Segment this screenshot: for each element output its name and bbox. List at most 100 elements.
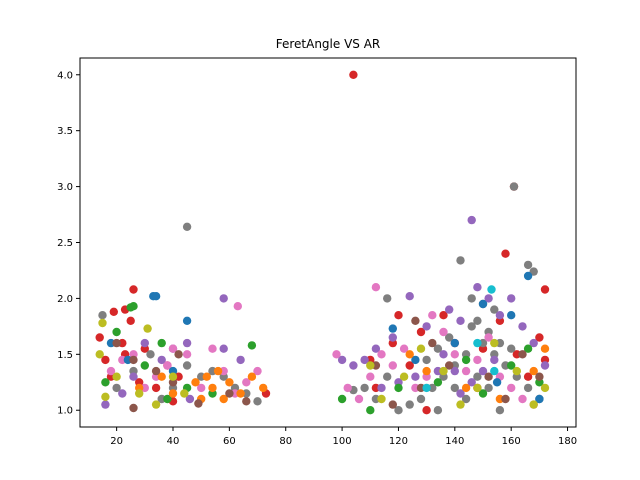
data-point <box>182 361 192 370</box>
data-point <box>535 394 544 404</box>
data-point <box>101 378 110 387</box>
data-point <box>332 350 341 359</box>
data-point <box>461 366 471 376</box>
data-point <box>411 316 420 325</box>
data-point <box>394 311 403 320</box>
data-point <box>473 316 482 325</box>
data-point <box>439 311 448 320</box>
data-point <box>473 283 482 292</box>
data-point <box>208 383 217 393</box>
y-tick-label: 2.5 <box>57 238 73 249</box>
data-point <box>518 322 527 331</box>
data-point <box>445 305 454 314</box>
data-point <box>208 344 217 353</box>
x-tick-label: 80 <box>279 436 292 447</box>
data-point <box>478 389 488 398</box>
data-point <box>168 389 178 398</box>
data-point <box>360 355 369 365</box>
data-point <box>242 378 251 387</box>
data-point <box>185 394 195 404</box>
data-point <box>168 344 178 353</box>
y-tick-label: 1.0 <box>57 406 73 417</box>
data-point <box>422 406 431 415</box>
data-point <box>366 361 375 370</box>
data-point <box>112 327 121 337</box>
x-tick-label: 120 <box>389 436 408 447</box>
data-point <box>259 383 268 393</box>
data-point <box>377 394 386 404</box>
y-tick-label: 3.0 <box>57 182 73 193</box>
data-point <box>523 260 533 270</box>
data-point <box>219 294 228 303</box>
data-point <box>422 355 431 365</box>
data-point <box>337 355 347 365</box>
data-point <box>180 389 189 398</box>
data-point <box>371 344 381 353</box>
data-point <box>535 372 544 381</box>
data-point <box>383 294 392 303</box>
data-point <box>428 338 437 348</box>
data-point <box>143 324 152 333</box>
data-point <box>523 344 533 353</box>
data-point <box>507 344 516 353</box>
data-point <box>492 378 502 387</box>
data-point <box>529 338 538 348</box>
data-point <box>473 338 482 348</box>
data-point <box>445 333 454 342</box>
data-point <box>507 294 516 303</box>
data-point <box>540 285 550 294</box>
data-point <box>140 338 149 348</box>
data-points <box>95 70 550 415</box>
x-tick-label: 40 <box>167 436 180 447</box>
y-tick-label: 2.0 <box>57 294 73 305</box>
data-point <box>450 350 459 359</box>
data-point <box>157 372 166 381</box>
y-tick-label: 3.5 <box>57 126 73 137</box>
data-point <box>182 338 192 348</box>
data-point <box>135 389 144 398</box>
data-point <box>490 338 499 348</box>
data-point <box>140 361 149 370</box>
data-point <box>388 400 397 409</box>
data-point <box>422 383 431 393</box>
data-point <box>461 355 471 365</box>
data-point <box>202 372 211 381</box>
data-point <box>478 366 488 376</box>
data-point <box>411 372 420 381</box>
data-point <box>253 397 262 406</box>
data-point <box>518 350 527 359</box>
data-point <box>360 383 369 393</box>
data-point <box>151 366 161 376</box>
x-tick-label: 140 <box>445 436 464 447</box>
data-point <box>456 389 465 398</box>
data-point <box>236 389 245 398</box>
data-point <box>343 383 352 393</box>
y-tick-label: 1.5 <box>57 350 73 361</box>
x-tick-label: 160 <box>502 436 521 447</box>
data-point <box>507 361 516 370</box>
y-axis: 1.0 1.5 2.0 2.5 3.0 3.5 4.0 <box>57 70 80 417</box>
data-point <box>487 285 496 294</box>
data-point <box>366 406 375 415</box>
data-point <box>174 350 183 359</box>
data-point <box>95 333 104 342</box>
data-point <box>383 372 392 381</box>
data-point <box>101 400 110 409</box>
data-point <box>501 249 510 258</box>
data-point <box>484 333 493 342</box>
data-point <box>484 383 493 393</box>
data-point <box>157 355 166 365</box>
data-point <box>523 271 533 281</box>
data-point <box>523 383 533 393</box>
data-point <box>194 399 203 408</box>
x-tick-label: 180 <box>558 436 577 447</box>
data-point <box>129 285 138 294</box>
data-point <box>337 394 347 404</box>
data-point <box>439 366 448 376</box>
data-point <box>478 299 488 309</box>
data-point <box>233 302 242 311</box>
data-point <box>433 344 443 353</box>
data-point <box>405 292 414 301</box>
data-point <box>388 324 397 333</box>
